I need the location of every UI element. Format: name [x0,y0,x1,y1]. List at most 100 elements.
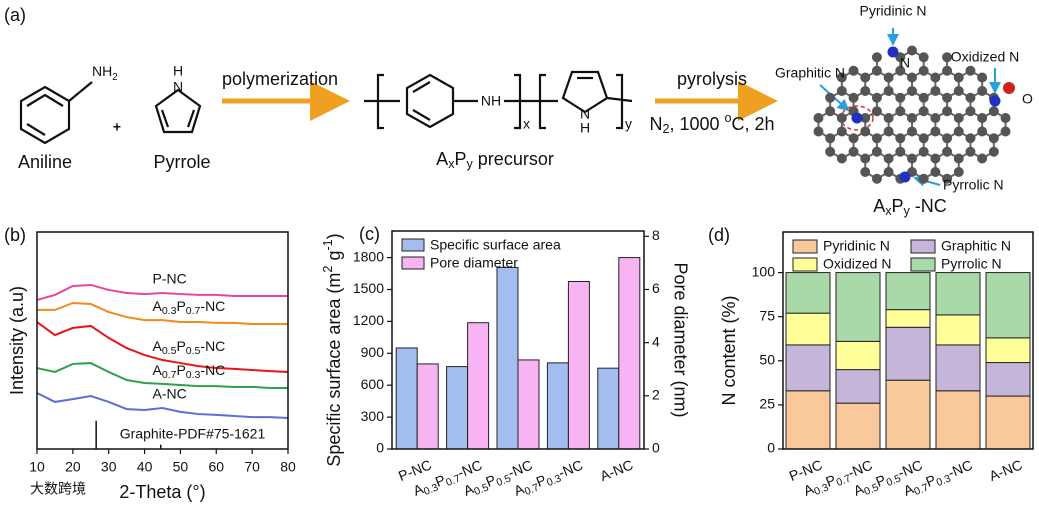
carbon-atom [930,86,941,96]
carbon-atom [895,133,906,144]
subscript: 0.7 [835,472,853,489]
carbon-atom [907,45,917,56]
text-part: P [176,362,185,378]
carbon-atom [953,113,964,123]
watermark: 大数跨境 [30,481,86,497]
legend-label: Pore diameter [430,255,518,271]
text-part: P [454,149,466,169]
legend-label: Pyrrolic N [941,256,1002,272]
carbon-atom [871,173,882,184]
bar [496,266,519,450]
y-tick-label: 1500 [353,280,384,296]
subscript: x [885,204,892,218]
text-part: P [176,298,185,314]
carbon-atom [907,126,917,137]
carbon-atom [907,86,917,96]
legend-swatch [792,257,818,272]
plot-frame [391,230,645,450]
y-tick-label: 4 [652,333,660,349]
carbon-atom [813,126,824,137]
x-tick-label: 60 [208,459,224,475]
bar-segment [985,337,1031,364]
legend-swatch [401,238,425,252]
carbon-atom [965,65,976,76]
bar-segment [985,395,1031,450]
panel-label: (d) [708,225,730,245]
text-part: -NC [945,456,974,480]
y-tick-label: 2 [652,387,660,403]
carbon-atom [871,92,882,103]
carbon-atom [965,106,976,117]
legend-swatch [910,257,936,272]
text-part: ) [324,233,344,239]
x-tick-label: A-NC [987,456,1025,484]
carbon-atom [942,146,953,157]
carbon-atom [848,146,859,157]
bar-segment [935,344,981,392]
step-label: pyrolysis [677,69,747,89]
reference-label: Graphite-PDF#75-1621 [120,426,266,442]
x-tick-label: P-NC [787,456,825,484]
text-part: -NC [845,456,874,480]
legend-label: Oxidized N [823,256,891,272]
carbon-atom [836,113,847,123]
x-tick-label: 40 [137,459,153,475]
ring-bond [160,109,170,128]
subscript: 0.5 [472,481,490,498]
site-label: Graphitic N [775,65,845,81]
subscript: 0.3 [162,305,177,317]
carbon-atom [907,72,917,83]
carbon-atom [965,133,976,144]
carbon-atom [942,133,953,144]
carbon-atom [871,52,882,63]
carbon-atom [860,126,871,137]
legend-label: Pyridinic N [823,238,890,254]
bar-segment [785,344,831,392]
carbon-atom [848,133,859,144]
x-tick-label: 10 [29,459,45,475]
carbon-atom [860,153,871,164]
bar-segment [835,272,881,342]
carbon-atom [871,106,882,117]
atom-label: N [580,106,590,122]
carbon-atom [895,146,906,157]
carbon-atom [907,153,917,164]
curve-label: A0.7P0.3-NC [153,362,226,381]
carbon-atom [953,153,964,164]
carbon-atom [988,146,999,157]
carbon-atom [825,133,836,144]
y-tick-label: 600 [361,376,385,392]
text-part: g [324,251,344,266]
carbon-atom [895,65,906,76]
subscript: 0.5 [495,472,513,489]
bar-segment [885,326,931,381]
carbon-atom [918,173,929,184]
x-axis-label: 2-Theta (°) [119,482,205,502]
x-tick-label: A0.5P0.5-NC [461,456,536,501]
subscript: 0.7 [186,305,201,317]
carbon-atom [860,113,871,123]
nitrogen-atom [899,171,911,183]
carbon-atom [977,86,988,96]
x-tick-label: A0.3P0.7-NC [801,456,876,501]
carbon-atom [907,113,917,123]
bar [546,362,569,450]
carbon-atom [848,92,859,103]
carbon-atom [930,113,941,123]
carbon-atom [848,65,859,76]
repeat-index: x [523,116,530,132]
xrd-curve [36,321,289,373]
bond [68,81,93,102]
benzene-ring [405,73,455,129]
subscript: 0.7 [912,481,930,498]
carbon-atom [942,106,953,117]
carbon-atom [930,153,941,164]
amine-group: NH2 [92,63,118,83]
carbon-atom [942,173,953,184]
y2-axis-label: Pore diameter (nm) [670,262,690,417]
carbon-atom [977,72,988,83]
legend-swatch [401,256,425,270]
xrd-curve [36,392,289,419]
y-tick-label: 100 [752,263,776,279]
bar [597,367,620,450]
